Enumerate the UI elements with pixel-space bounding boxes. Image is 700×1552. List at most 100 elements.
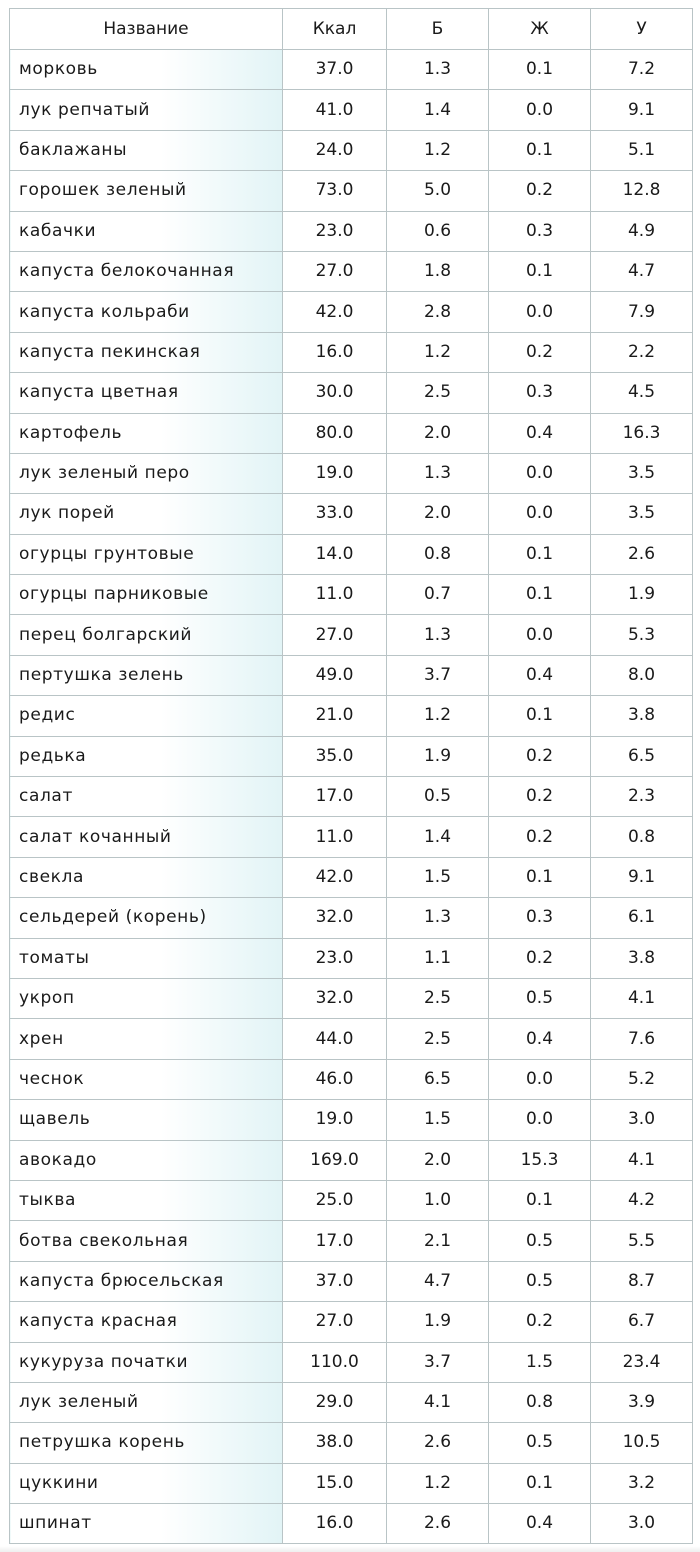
protein-cell: 1.2	[386, 695, 489, 737]
protein-cell: 3.7	[386, 1341, 489, 1383]
kcal-cell: 27.0	[282, 1301, 387, 1343]
table-row: редька 35.0 1.9 0.2 6.5	[9, 735, 693, 778]
carbs-cell: 16.3	[590, 412, 693, 454]
protein-cell: 6.5	[386, 1058, 489, 1101]
carbs-cell: 3.9	[590, 1381, 693, 1424]
column-header-name: Название	[9, 8, 283, 50]
kcal-cell: 11.0	[282, 574, 387, 616]
table-row: щавель 19.0 1.5 0.0 3.0	[9, 1099, 693, 1141]
kcal-cell: 30.0	[282, 372, 387, 414]
carbs-cell: 3.5	[590, 452, 693, 495]
fat-cell: 0.5	[488, 1220, 591, 1262]
table-row: хрен 44.0 2.5 0.4 7.6	[9, 1018, 693, 1060]
fat-cell: 0.2	[488, 331, 591, 374]
protein-cell: 1.2	[386, 331, 489, 374]
fat-cell: 0.1	[488, 48, 591, 91]
table-row: капуста брюсельская 37.0 4.7 0.5 8.7	[9, 1260, 693, 1303]
table-row: кукуруза початки 110.0 3.7 1.5 23.4	[9, 1341, 693, 1383]
kcal-cell: 16.0	[282, 1503, 387, 1545]
carbs-cell: 5.2	[590, 1058, 693, 1101]
carbs-cell: 4.5	[590, 372, 693, 414]
fat-cell: 0.4	[488, 1503, 591, 1545]
fat-cell: 0.1	[488, 1462, 591, 1505]
carbs-cell: 0.8	[590, 816, 693, 858]
product-name-cell: капуста красная	[9, 1301, 283, 1343]
column-header-fat: Ж	[488, 8, 591, 50]
fat-cell: 0.5	[488, 1422, 591, 1464]
product-name-cell: свекла	[9, 856, 283, 899]
product-name-cell: цуккини	[9, 1462, 283, 1505]
table-row: цуккини 15.0 1.2 0.1 3.2	[9, 1462, 693, 1505]
table-row: капуста кольраби 42.0 2.8 0.0 7.9	[9, 291, 693, 333]
kcal-cell: 42.0	[282, 291, 387, 333]
kcal-cell: 29.0	[282, 1381, 387, 1424]
protein-cell: 2.6	[386, 1503, 489, 1545]
protein-cell: 4.1	[386, 1381, 489, 1424]
fat-cell: 0.0	[488, 1058, 591, 1101]
protein-cell: 2.5	[386, 977, 489, 1020]
table-row: капуста пекинская 16.0 1.2 0.2 2.2	[9, 331, 693, 374]
carbs-cell: 3.5	[590, 493, 693, 535]
kcal-cell: 35.0	[282, 735, 387, 778]
protein-cell: 1.3	[386, 614, 489, 656]
column-header-carbs: У	[590, 8, 693, 50]
product-name-cell: лук порей	[9, 493, 283, 535]
kcal-cell: 27.0	[282, 250, 387, 293]
table-row: редис 21.0 1.2 0.1 3.8	[9, 695, 693, 737]
table-row: лук зеленый 29.0 4.1 0.8 3.9	[9, 1381, 693, 1424]
product-name-cell: лук репчатый	[9, 89, 283, 131]
protein-cell: 1.5	[386, 1099, 489, 1141]
protein-cell: 1.5	[386, 856, 489, 899]
fat-cell: 0.1	[488, 856, 591, 899]
column-header-kcal: Ккал	[282, 8, 387, 50]
kcal-cell: 37.0	[282, 48, 387, 91]
header-row: Название Ккал Б Ж У	[9, 8, 693, 50]
protein-cell: 2.1	[386, 1220, 489, 1262]
table-row: огурцы грунтовые 14.0 0.8 0.1 2.6	[9, 533, 693, 576]
kcal-cell: 80.0	[282, 412, 387, 454]
protein-cell: 3.7	[386, 654, 489, 697]
carbs-cell: 8.0	[590, 654, 693, 697]
protein-cell: 5.0	[386, 170, 489, 212]
table-row: укроп 32.0 2.5 0.5 4.1	[9, 977, 693, 1020]
product-name-cell: капуста брюсельская	[9, 1260, 283, 1303]
kcal-cell: 23.0	[282, 210, 387, 252]
protein-cell: 2.0	[386, 493, 489, 535]
fat-cell: 0.2	[488, 170, 591, 212]
table-row: свекла 42.0 1.5 0.1 9.1	[9, 856, 693, 899]
table-row: картофель 80.0 2.0 0.4 16.3	[9, 412, 693, 454]
product-name-cell: пертушка зелень	[9, 654, 283, 697]
product-name-cell: огурцы парниковые	[9, 574, 283, 616]
protein-cell: 0.6	[386, 210, 489, 252]
kcal-cell: 27.0	[282, 614, 387, 656]
table-row: капуста красная 27.0 1.9 0.2 6.7	[9, 1301, 693, 1343]
carbs-cell: 5.1	[590, 129, 693, 172]
kcal-cell: 38.0	[282, 1422, 387, 1464]
table-row: лук порей 33.0 2.0 0.0 3.5	[9, 493, 693, 535]
fat-cell: 0.0	[488, 291, 591, 333]
protein-cell: 1.3	[386, 452, 489, 495]
nutrition-table: Название Ккал Б Ж У морковь 37.0 1.3 0.1 7.2…	[9, 8, 693, 1545]
table-row: чеснок 46.0 6.5 0.0 5.2	[9, 1058, 693, 1101]
product-name-cell: кабачки	[9, 210, 283, 252]
fat-cell: 0.1	[488, 695, 591, 737]
kcal-cell: 14.0	[282, 533, 387, 576]
product-name-cell: щавель	[9, 1099, 283, 1141]
product-name-cell: укроп	[9, 977, 283, 1020]
table-row: кабачки 23.0 0.6 0.3 4.9	[9, 210, 693, 252]
table-body: морковь 37.0 1.3 0.1 7.2 лук репчатый 41.0 1.4 0…	[9, 48, 693, 1545]
fat-cell: 0.0	[488, 493, 591, 535]
carbs-cell: 7.9	[590, 291, 693, 333]
kcal-cell: 19.0	[282, 1099, 387, 1141]
protein-cell: 1.0	[386, 1179, 489, 1222]
table-row: сельдерей (корень) 32.0 1.3 0.3 6.1	[9, 897, 693, 939]
protein-cell: 1.1	[386, 937, 489, 979]
carbs-cell: 7.6	[590, 1018, 693, 1060]
kcal-cell: 32.0	[282, 977, 387, 1020]
carbs-cell: 3.0	[590, 1503, 693, 1545]
product-name-cell: горошек зеленый	[9, 170, 283, 212]
product-name-cell: редис	[9, 695, 283, 737]
kcal-cell: 24.0	[282, 129, 387, 172]
product-name-cell: капуста пекинская	[9, 331, 283, 374]
product-name-cell: лук зеленый перо	[9, 452, 283, 495]
